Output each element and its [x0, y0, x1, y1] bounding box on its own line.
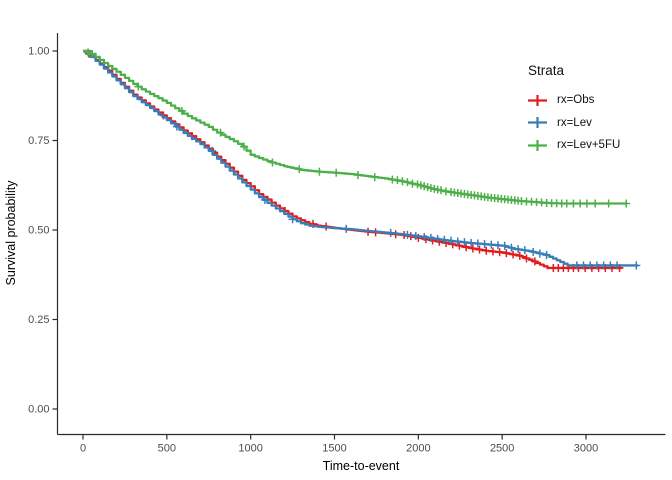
censor-marks-lev5fu	[84, 48, 631, 208]
censor-plus-icon-lev5fu	[528, 139, 547, 151]
y-axis-title: Survival probability	[4, 180, 18, 286]
y-tick-label: 0.00	[28, 404, 49, 416]
x-tick-label: 1000	[238, 443, 262, 455]
censor-plus-icon-obs	[528, 94, 547, 106]
legend-label-lev: rx=Lev	[557, 116, 592, 129]
x-tick-label: 0	[80, 443, 86, 455]
y-tick-label: 1.00	[28, 46, 49, 58]
legend-item-obs: rx=Obs	[528, 93, 620, 107]
x-axis-title: Time-to-event	[323, 459, 400, 473]
legend-title: Strata	[528, 63, 565, 78]
legend-label-obs: rx=Obs	[557, 94, 595, 106]
x-tick-label: 3000	[574, 443, 598, 455]
y-tick-label: 0.25	[28, 314, 49, 326]
x-tick-label: 1500	[322, 443, 346, 455]
legend-item-lev5fu: rx=Lev+5FU	[528, 138, 620, 152]
legend: Strata rx=Obs rx=Lev rx=Lev+5FU	[528, 64, 620, 161]
censor-plus-icon-lev	[528, 117, 547, 128]
y-tick-label: 0.75	[28, 135, 49, 147]
series-layer	[83, 48, 641, 272]
legend-item-lev: rx=Lev	[528, 116, 620, 130]
x-tick-label: 2000	[406, 443, 430, 455]
y-tick-label: 0.50	[28, 225, 49, 237]
axes-layer: 0 500 1000 1500 2000 2500 3000 0.00 0.25 0.50 0.75…	[28, 33, 666, 455]
legend-label-lev5fu: rx=Lev+5FU	[557, 139, 621, 151]
censor-marks-lev	[86, 50, 641, 270]
x-tick-label: 2500	[490, 443, 514, 455]
x-tick-label: 500	[158, 443, 176, 455]
